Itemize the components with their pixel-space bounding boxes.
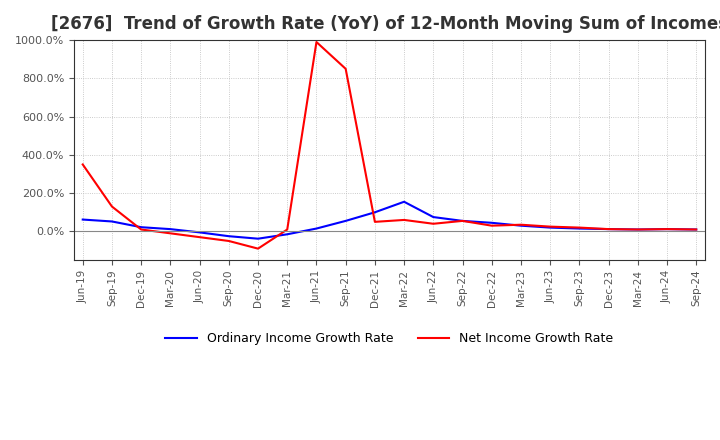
Ordinary Income Growth Rate [662,227,671,232]
Net Income Growth Rate [137,227,145,232]
Ordinary Income Growth Rate [575,226,584,231]
Ordinary Income Growth Rate [634,227,642,232]
Legend: Ordinary Income Growth Rate, Net Income Growth Rate: Ordinary Income Growth Rate, Net Income … [166,332,613,345]
Net Income Growth Rate [195,235,204,240]
Ordinary Income Growth Rate [692,227,701,232]
Net Income Growth Rate [78,162,87,167]
Net Income Growth Rate [341,66,350,71]
Net Income Growth Rate [546,224,554,229]
Net Income Growth Rate [225,238,233,244]
Ordinary Income Growth Rate [400,199,408,205]
Ordinary Income Growth Rate [107,219,116,224]
Net Income Growth Rate [487,223,496,228]
Net Income Growth Rate [575,225,584,230]
Ordinary Income Growth Rate [517,223,526,228]
Net Income Growth Rate [662,227,671,232]
Net Income Growth Rate [634,227,642,232]
Ordinary Income Growth Rate [137,224,145,230]
Net Income Growth Rate [517,222,526,227]
Line: Ordinary Income Growth Rate: Ordinary Income Growth Rate [83,202,696,238]
Net Income Growth Rate [458,218,467,224]
Ordinary Income Growth Rate [487,220,496,225]
Ordinary Income Growth Rate [312,226,321,231]
Ordinary Income Growth Rate [429,214,438,220]
Ordinary Income Growth Rate [253,236,262,241]
Ordinary Income Growth Rate [604,227,613,232]
Ordinary Income Growth Rate [371,209,379,215]
Net Income Growth Rate [429,221,438,227]
Ordinary Income Growth Rate [195,230,204,235]
Net Income Growth Rate [312,40,321,45]
Net Income Growth Rate [107,204,116,209]
Ordinary Income Growth Rate [458,218,467,224]
Net Income Growth Rate [604,227,613,232]
Ordinary Income Growth Rate [78,217,87,222]
Ordinary Income Growth Rate [166,227,175,232]
Line: Net Income Growth Rate: Net Income Growth Rate [83,42,696,249]
Ordinary Income Growth Rate [546,225,554,230]
Net Income Growth Rate [166,231,175,236]
Net Income Growth Rate [692,227,701,232]
Net Income Growth Rate [283,227,292,232]
Net Income Growth Rate [253,246,262,251]
Net Income Growth Rate [371,219,379,224]
Title: [2676]  Trend of Growth Rate (YoY) of 12-Month Moving Sum of Incomes: [2676] Trend of Growth Rate (YoY) of 12-… [51,15,720,33]
Ordinary Income Growth Rate [341,218,350,224]
Net Income Growth Rate [400,217,408,223]
Ordinary Income Growth Rate [225,234,233,239]
Ordinary Income Growth Rate [283,231,292,237]
